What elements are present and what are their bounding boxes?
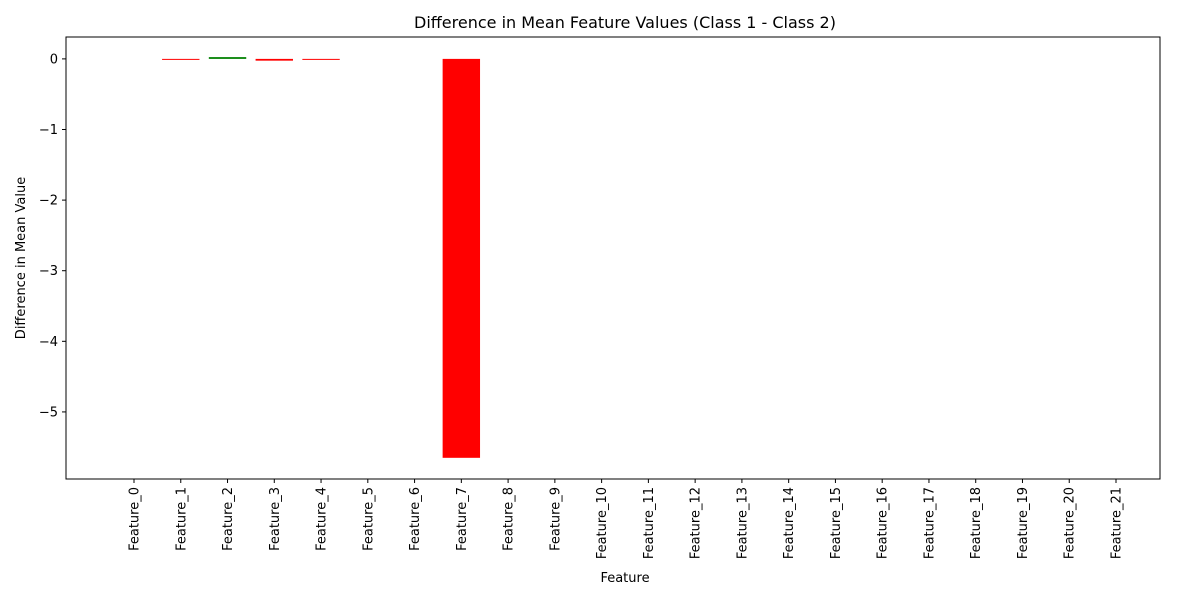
bar-feature-1: [162, 58, 200, 60]
x-tick-label: Feature_19: [1016, 487, 1031, 559]
y-tick-label: −1: [39, 123, 58, 138]
y-axis-label: Difference in Mean Value: [14, 177, 29, 339]
x-axis: Feature_0 Feature_1 Feature_2 Feature_3 Feat…: [128, 479, 1125, 559]
x-tick-label: Feature_7: [455, 487, 470, 551]
x-tick-label: Feature_16: [876, 487, 891, 559]
y-tick-label: 0: [50, 52, 58, 67]
bars-group: [162, 57, 481, 458]
bar-feature-7: [442, 58, 481, 458]
x-tick-label: Feature_6: [408, 487, 423, 551]
x-tick-label: Feature_13: [735, 487, 750, 559]
bar-feature-4: [302, 58, 340, 60]
x-tick-label: Feature_10: [595, 487, 610, 559]
y-tick-label: −5: [39, 405, 58, 420]
x-tick-label: Feature_5: [361, 487, 376, 551]
chart-title: Difference in Mean Feature Values (Class…: [414, 13, 836, 32]
bar-feature-2: [208, 57, 247, 59]
x-tick-label: Feature_21: [1110, 487, 1125, 559]
x-tick-label: Feature_8: [502, 487, 517, 551]
x-tick-label: Feature_11: [642, 487, 657, 559]
x-tick-label: Feature_15: [829, 487, 844, 559]
x-tick-label: Feature_9: [548, 487, 563, 551]
y-tick-label: −2: [39, 194, 58, 209]
x-tick-label: Feature_14: [782, 487, 797, 559]
y-tick-label: −3: [39, 264, 58, 279]
x-tick-label: Feature_12: [689, 487, 704, 559]
x-axis-label: Feature: [600, 571, 649, 586]
plot-frame: [65, 36, 1161, 480]
x-tick-label: Feature_17: [922, 487, 937, 559]
x-tick-label: Feature_20: [1063, 487, 1078, 559]
y-axis: 0 −1 −2 −3 −4 −5: [39, 52, 66, 420]
x-tick-label: Feature_3: [268, 487, 283, 551]
x-tick-label: Feature_1: [174, 487, 189, 551]
x-tick-label: Feature_0: [128, 487, 143, 551]
bar-feature-3: [255, 58, 293, 61]
x-tick-label: Feature_18: [969, 487, 984, 559]
x-tick-label: Feature_4: [315, 487, 330, 551]
y-tick-label: −4: [39, 335, 58, 350]
x-tick-label: Feature_2: [221, 487, 236, 551]
